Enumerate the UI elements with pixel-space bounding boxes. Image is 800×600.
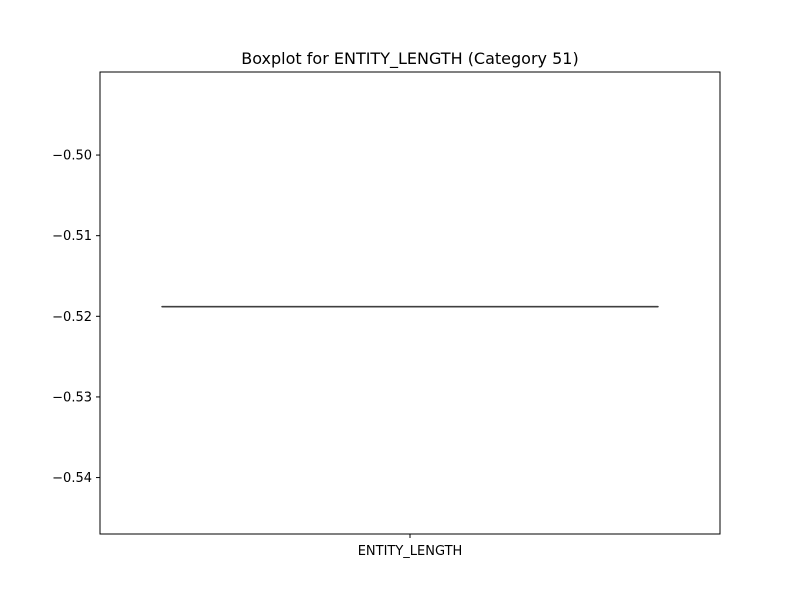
x-tick-label: ENTITY_LENGTH bbox=[358, 544, 463, 559]
y-axis: −0.50 −0.51 −0.52 −0.53 −0.54 bbox=[52, 149, 100, 486]
plot-area-frame bbox=[99, 71, 721, 535]
x-axis: ENTITY_LENGTH bbox=[358, 534, 463, 559]
chart-title: Boxplot for ENTITY_LENGTH (Category 51) bbox=[241, 49, 578, 69]
y-tick-label: −0.52 bbox=[52, 310, 92, 325]
y-tick-label: −0.51 bbox=[52, 229, 92, 244]
y-tick-label: −0.53 bbox=[52, 390, 92, 405]
y-tick-label: −0.54 bbox=[52, 471, 92, 486]
y-tick-label: −0.50 bbox=[52, 149, 92, 164]
